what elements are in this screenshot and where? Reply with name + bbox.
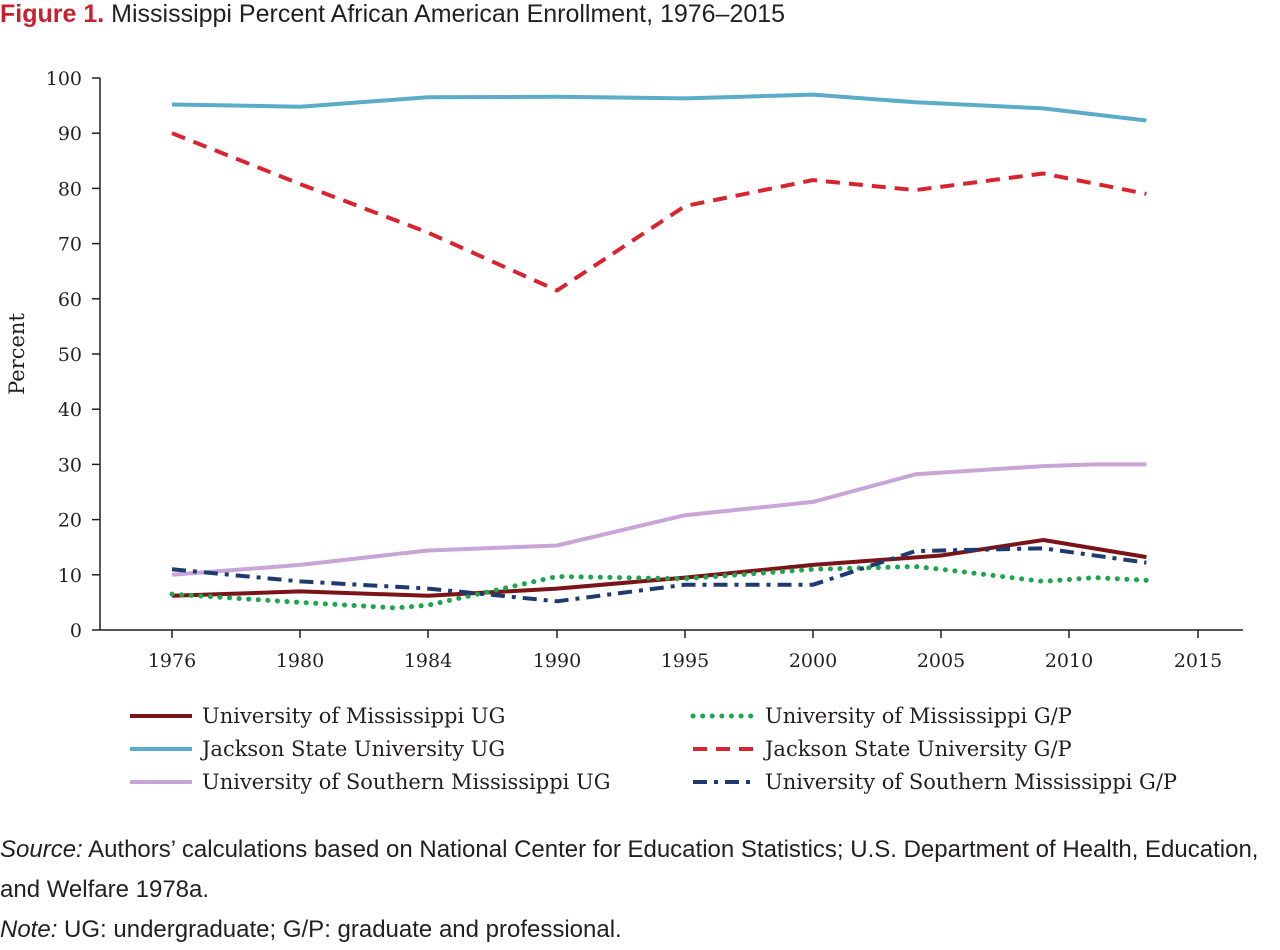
y-tick-label: 60 <box>58 289 82 311</box>
y-tick-label: 40 <box>58 399 82 421</box>
y-tick-label: 90 <box>58 123 82 145</box>
series-line-5 <box>171 462 1147 577</box>
y-tick-label: 20 <box>58 510 82 532</box>
x-tick-label: 1976 <box>148 650 196 672</box>
legend-label-4: Jackson State University G/P <box>763 737 1072 761</box>
y-tick-label: 30 <box>58 454 82 476</box>
y-tick-label: 70 <box>58 234 82 256</box>
x-tick-label: 1980 <box>276 650 324 672</box>
y-tick-label: 10 <box>58 565 82 587</box>
x-tick-label: 1984 <box>404 650 452 672</box>
legend-label-5: University of Southern Mississippi UG <box>202 770 611 794</box>
legend-label-3: Jackson State University UG <box>200 737 505 761</box>
x-tick-label: 1995 <box>661 650 709 672</box>
y-tick-label: 0 <box>70 620 82 642</box>
x-tick-label: 2015 <box>1174 650 1222 672</box>
source-line: Source: Authors’ calculations based on N… <box>0 830 1280 910</box>
legend-label-1: University of Mississippi UG <box>202 704 505 728</box>
x-tick-label: 2000 <box>789 650 837 672</box>
legend-label-2: University of Mississippi G/P <box>765 704 1072 728</box>
series-line-6 <box>171 546 1147 604</box>
chart-axes: 0 10 20 30 40 50 60 70 80 90 100 1976 1980 1984 1990 19… <box>5 68 1243 672</box>
x-tick-label: 1990 <box>533 650 581 672</box>
figure-title: Figure 1. Mississippi Percent African Am… <box>0 0 785 29</box>
note-text: UG: undergraduate; G/P: graduate and pro… <box>57 916 622 943</box>
y-tick-label: 80 <box>58 178 82 200</box>
chart-series <box>169 92 1149 611</box>
y-axis-label: Percent <box>5 313 29 395</box>
chart-legend: University of Mississippi UG Jackson Stat… <box>130 704 1177 794</box>
x-tick-label: 2010 <box>1045 650 1093 672</box>
figure-title-text: Mississippi Percent African American Enr… <box>111 0 786 28</box>
line-chart: 0 10 20 30 40 50 60 70 80 90 100 1976 1980 1984 1990 19… <box>5 68 1243 794</box>
legend-label-6: University of Southern Mississippi G/P <box>765 770 1177 794</box>
note-label: Note: <box>0 916 58 943</box>
y-tick-label: 50 <box>58 344 82 366</box>
figure-label: Figure 1. <box>0 0 105 28</box>
series-line-3 <box>171 92 1147 123</box>
figure-footnote: Source: Authors’ calculations based on N… <box>0 830 1280 950</box>
y-tick-label: 100 <box>46 68 82 90</box>
series-line-2 <box>169 564 1149 611</box>
source-text: Authors’ calculations based on National … <box>0 836 1259 903</box>
x-tick-label: 2005 <box>917 650 965 672</box>
source-label: Source: <box>0 836 83 863</box>
series-line-4 <box>171 131 1147 293</box>
note-line: Note: UG: undergraduate; G/P: graduate a… <box>0 910 1280 950</box>
